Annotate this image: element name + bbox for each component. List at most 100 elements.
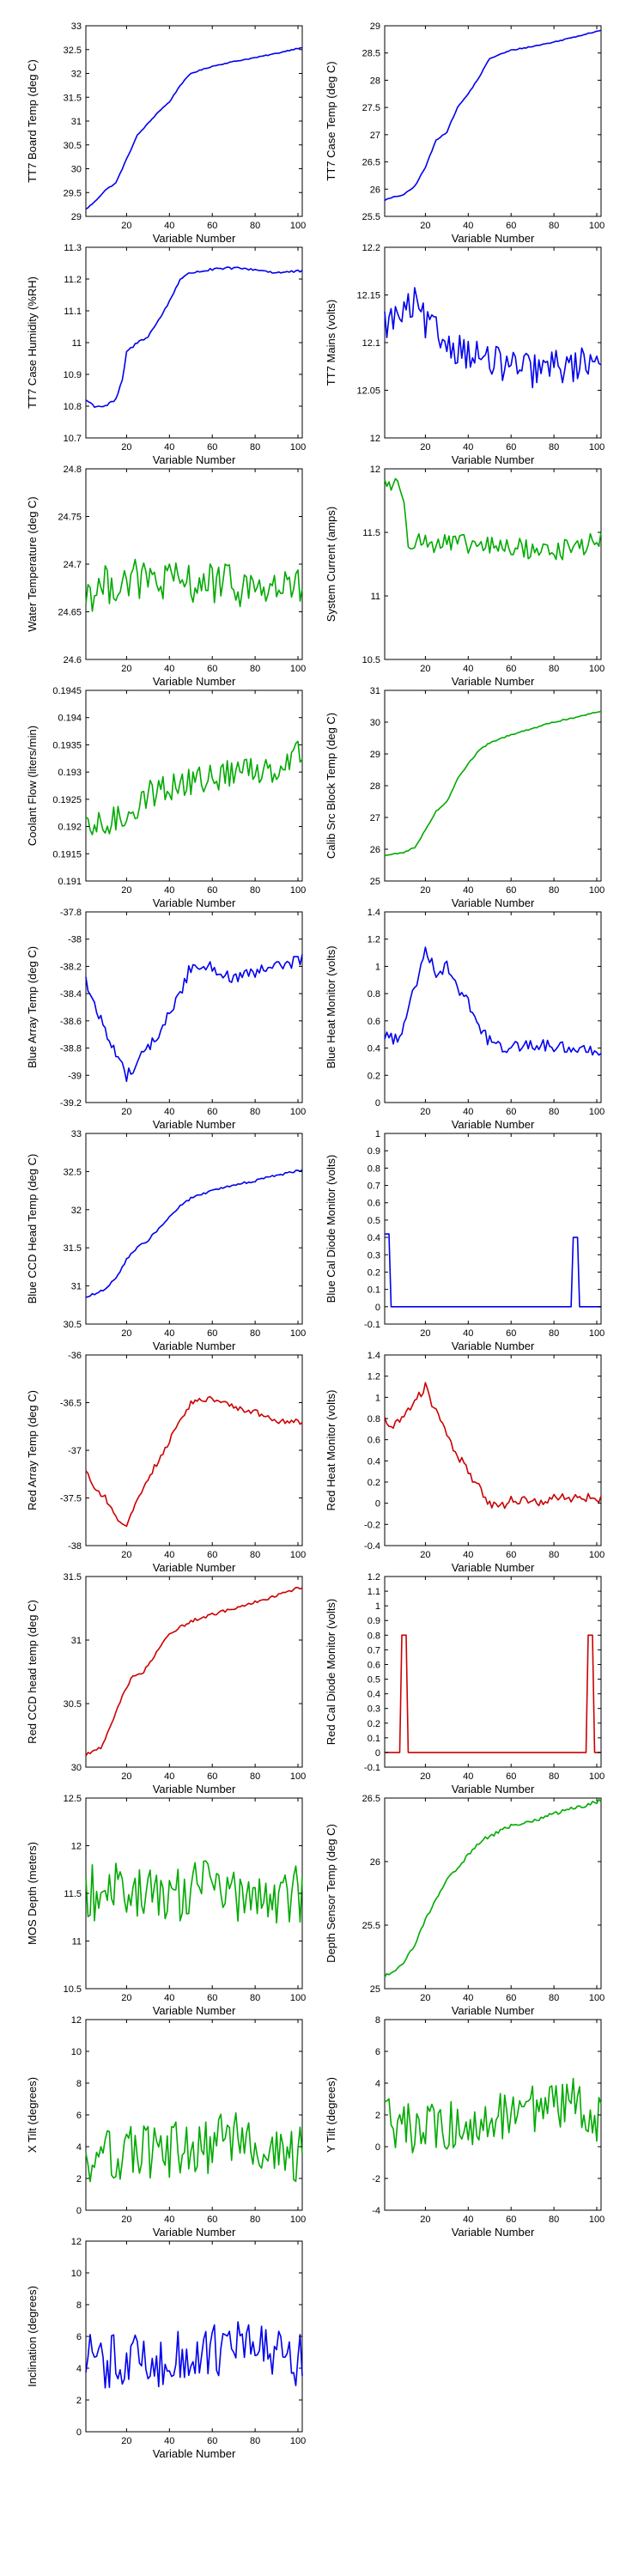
y-tick-label: 11.5 [64, 1889, 82, 1899]
chart-2: 20 40 60 80 100 25.5 26 26.5 27 27.5 28 28.5 29 Varia… [325, 21, 605, 245]
x-tick-label: 20 [121, 2215, 131, 2225]
x-tick-label: 60 [506, 221, 516, 231]
plot-frame [384, 1354, 602, 1546]
chart-5: 20 40 60 80 100 24.6 24.65 24.7 24.75 24.8 Variabl… [26, 465, 306, 688]
y-axis-label: Calib Src Block Temp (deg C) [325, 713, 337, 859]
series-line [85, 1587, 303, 1757]
y-tick-label: 28 [370, 76, 380, 86]
plot-frame [384, 468, 602, 660]
y-tick-label: -38 [68, 935, 82, 945]
chart-10: 20 40 60 80 100 0 0.2 0.4 0.6 0.8 1 1.2 1.4 Variable … [325, 908, 605, 1131]
x-tick-label: 60 [207, 2436, 217, 2446]
chart-8: 20 40 60 80 100 25 26 27 28 29 30 31 Variable Number… [325, 686, 605, 909]
x-tick-label: 40 [164, 664, 174, 674]
y-tick-label: 0.1 [368, 1285, 380, 1296]
x-tick-label: 20 [420, 1550, 430, 1560]
y-tick-label: 10 [71, 2269, 82, 2279]
x-axis-label: Variable Number [452, 453, 535, 466]
x-axis-label: Variable Number [153, 232, 236, 245]
y-tick-label: 1.1 [368, 1587, 380, 1597]
y-tick-label: -38.8 [60, 1044, 82, 1054]
x-tick-label: 20 [121, 221, 131, 231]
series-line [384, 2077, 602, 2154]
x-tick-label: 100 [589, 1328, 605, 1339]
y-tick-label: 26 [370, 1857, 380, 1868]
x-axis-label: Variable Number [153, 1340, 236, 1352]
x-tick-label: 60 [506, 1771, 516, 1782]
y-tick-label: 24.7 [64, 560, 82, 570]
y-tick-label: 28 [370, 781, 380, 792]
y-tick-label: 1 [375, 1601, 380, 1612]
series-line [384, 477, 602, 561]
x-axis-label: Variable Number [452, 1118, 535, 1131]
y-tick-label: -38.6 [60, 1017, 82, 1027]
x-tick-label: 40 [164, 1328, 174, 1339]
y-tick-label: 0.7 [368, 1182, 380, 1192]
chart-13: 20 40 60 80 100 -38 -37.5 -37 -36.5 -36 Variable N… [26, 1351, 306, 1574]
y-tick-label: 27 [370, 813, 380, 823]
x-tick-label: 100 [290, 2436, 306, 2446]
x-tick-label: 20 [420, 1107, 430, 1117]
y-tick-label: 0.3 [368, 1250, 380, 1261]
y-tick-label: 0.1925 [52, 795, 82, 805]
x-tick-label: 60 [506, 442, 516, 453]
y-tick-label: 0.6 [368, 1436, 380, 1446]
x-axis-label: Variable Number [153, 1561, 236, 1574]
y-tick-label: 1.2 [368, 1372, 380, 1382]
y-tick-label: -0.1 [364, 1763, 380, 1773]
y-axis-label: Red CCD head temp (deg C) [26, 1600, 39, 1744]
x-tick-label: 80 [549, 664, 559, 674]
x-tick-label: 80 [250, 2215, 260, 2225]
series-line [85, 740, 303, 835]
y-tick-label: -0.1 [364, 1320, 380, 1330]
plot-frame [85, 1354, 303, 1546]
plot-frame [85, 468, 303, 660]
y-tick-label: 2 [76, 2174, 82, 2184]
y-tick-label: 11 [72, 1937, 82, 1947]
y-axis-label: Red Heat Monitor (volts) [325, 1390, 337, 1511]
x-tick-label: 80 [250, 221, 260, 231]
series-line [384, 1382, 602, 1510]
x-tick-label: 60 [207, 1771, 217, 1782]
series-line [85, 558, 303, 612]
x-tick-label: 60 [207, 221, 217, 231]
y-tick-label: 31 [71, 117, 82, 127]
y-tick-label: 12 [370, 434, 380, 444]
x-tick-label: 100 [589, 1550, 605, 1560]
x-tick-label: 20 [420, 2215, 430, 2225]
y-tick-label: 11 [72, 338, 82, 349]
x-axis-label: Variable Number [153, 2226, 236, 2239]
y-tick-label: 0.1945 [52, 686, 82, 696]
y-tick-label: 0.6 [368, 1660, 380, 1670]
x-tick-label: 20 [121, 885, 131, 896]
y-tick-label: 0.2 [368, 1071, 380, 1081]
y-tick-label: 25.5 [362, 212, 380, 222]
y-tick-label: -2 [372, 2174, 380, 2184]
y-tick-label: 29 [370, 750, 380, 760]
y-tick-label: 0.3 [368, 1704, 380, 1715]
x-tick-label: 40 [463, 1771, 473, 1782]
y-tick-label: 8 [76, 2300, 82, 2311]
y-tick-label: -38 [68, 1541, 82, 1552]
x-tick-label: 20 [121, 1771, 131, 1782]
y-tick-label: 0 [375, 2142, 380, 2153]
chart-21: 20 40 60 80 100 0 2 4 6 8 10 12 Variable Number Incli… [26, 2237, 306, 2460]
x-axis-label: Variable Number [452, 896, 535, 909]
y-tick-label: 24.8 [64, 465, 82, 475]
x-tick-label: 60 [207, 664, 217, 674]
chart-17: 20 40 60 80 100 10.5 11 11.5 12 12.5 Variable Numb… [26, 1794, 306, 2017]
y-tick-label: 33 [71, 1129, 82, 1139]
y-tick-label: 30 [370, 718, 380, 728]
x-axis-label: Variable Number [153, 896, 236, 909]
chart-14: 20 40 60 80 100 -0.4 -0.2 0 0.2 0.4 0.6 0.8 1 1.2 1.4 V… [325, 1351, 605, 1574]
series-line [85, 1169, 303, 1298]
x-tick-label: 20 [420, 221, 430, 231]
y-tick-label: 29 [71, 212, 82, 222]
y-tick-label: 0.193 [58, 768, 82, 778]
x-tick-label: 40 [463, 1328, 473, 1339]
y-tick-label: 0.4 [368, 1690, 380, 1700]
chart-6: 20 40 60 80 100 10.5 11 11.5 12 Variable Number Sy… [325, 465, 605, 688]
y-tick-label: 12 [71, 2015, 82, 2026]
x-tick-label: 100 [290, 1107, 306, 1117]
series-line [384, 710, 602, 857]
